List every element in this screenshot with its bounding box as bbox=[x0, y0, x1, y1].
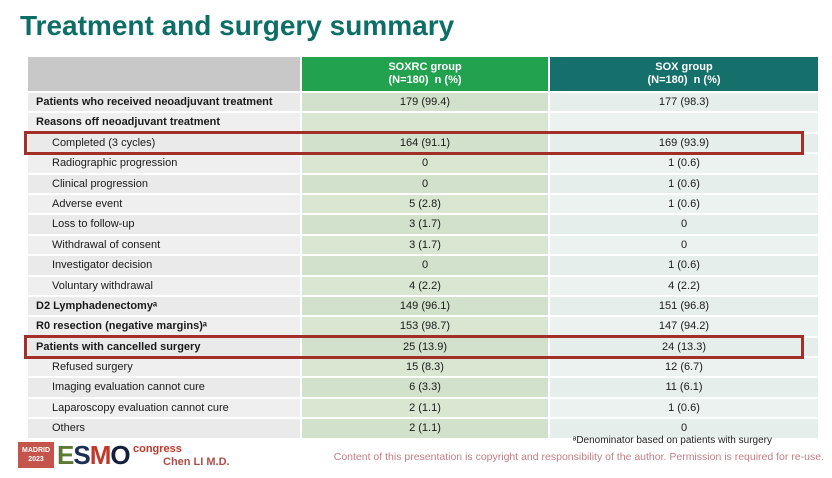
sox-group-subtitle: (N=180) n (%) bbox=[647, 74, 721, 86]
sox-value: 0 bbox=[550, 235, 818, 255]
table-row: Withdrawal of consent 3 (1.7) 0 bbox=[28, 235, 818, 255]
congress-label: congress bbox=[133, 443, 182, 455]
summary-table: SOXRC group (N=180) n (%) SOX group (N=1… bbox=[24, 57, 818, 440]
row-label: Refused surgery bbox=[28, 358, 300, 377]
header-sox-group: SOX group (N=180) n (%) bbox=[550, 57, 818, 91]
row-label: D2 Lymphadenectomyᵃ bbox=[28, 296, 300, 316]
row-label: Withdrawal of consent bbox=[28, 235, 300, 255]
soxrc-value: 164 (91.1) bbox=[302, 133, 548, 153]
row-label: Clinical progression bbox=[28, 174, 300, 193]
soxrc-group-subtitle: (N=180) n (%) bbox=[388, 74, 462, 86]
row-label: Voluntary withdrawal bbox=[28, 276, 300, 295]
sox-value: 151 (96.8) bbox=[550, 296, 818, 316]
row-label: Reasons off neoadjuvant treatment bbox=[28, 113, 300, 132]
soxrc-value: 0 bbox=[302, 174, 548, 193]
row-label: Investigator decision bbox=[28, 256, 300, 275]
soxrc-value: 0 bbox=[302, 154, 548, 173]
esmo-letter-s: S bbox=[73, 440, 90, 470]
row-label: Others bbox=[28, 419, 300, 438]
esmo-letter-o: O bbox=[110, 440, 130, 470]
table-row: Clinical progression 0 1 (0.6) bbox=[28, 174, 818, 193]
sox-group-title: SOX group bbox=[655, 61, 713, 73]
table-header-row: SOXRC group (N=180) n (%) SOX group (N=1… bbox=[28, 57, 818, 91]
header-empty-cell bbox=[28, 57, 300, 91]
soxrc-value bbox=[302, 113, 548, 132]
sox-value: 1 (0.6) bbox=[550, 256, 818, 275]
author-name: Chen LI M.D. bbox=[163, 456, 230, 468]
soxrc-value: 0 bbox=[302, 256, 548, 275]
soxrc-value: 2 (1.1) bbox=[302, 419, 548, 438]
row-label: Loss to follow-up bbox=[28, 215, 300, 234]
sox-value: 24 (13.3) bbox=[550, 337, 818, 357]
table-row: Loss to follow-up 3 (1.7) 0 bbox=[28, 215, 818, 234]
table-row: Adverse event 5 (2.8) 1 (0.6) bbox=[28, 194, 818, 214]
table-row: Investigator decision 0 1 (0.6) bbox=[28, 256, 818, 275]
row-label: Radiographic progression bbox=[28, 154, 300, 173]
esmo-congress-logo: MADRID 2023 ESMO congress bbox=[18, 440, 182, 470]
esmo-wordmark: ESMO congress bbox=[57, 440, 182, 470]
soxrc-value: 15 (8.3) bbox=[302, 358, 548, 377]
sox-value: 0 bbox=[550, 215, 818, 234]
table-row: Patients who received neoadjuvant treatm… bbox=[28, 93, 818, 112]
soxrc-value: 6 (3.3) bbox=[302, 378, 548, 397]
esmo-letter-m: M bbox=[89, 440, 112, 470]
soxrc-value: 3 (1.7) bbox=[302, 215, 548, 234]
sox-value: 4 (2.2) bbox=[550, 276, 818, 295]
sox-value: 12 (6.7) bbox=[550, 358, 818, 377]
sox-value: 169 (93.9) bbox=[550, 133, 818, 153]
soxrc-group-title: SOXRC group bbox=[388, 61, 462, 73]
table-row: R0 resection (negative margins)ᵃ 153 (98.… bbox=[28, 317, 818, 336]
esmo-letter-e: E bbox=[57, 440, 74, 470]
sox-value: 1 (0.6) bbox=[550, 398, 818, 418]
sox-value: 1 (0.6) bbox=[550, 154, 818, 173]
sox-value: 0 bbox=[550, 419, 818, 438]
soxrc-value: 2 (1.1) bbox=[302, 398, 548, 418]
page-title: Treatment and surgery summary bbox=[20, 10, 455, 41]
table-row: Completed (3 cycles) 164 (91.1) 169 (93.9) bbox=[28, 133, 818, 153]
soxrc-value: 179 (99.4) bbox=[302, 93, 548, 112]
table-row: Others 2 (1.1) 0 bbox=[28, 419, 818, 438]
soxrc-value: 149 (96.1) bbox=[302, 296, 548, 316]
soxrc-value: 153 (98.7) bbox=[302, 317, 548, 336]
table-row: Patients with cancelled surgery 25 (13.9)… bbox=[28, 337, 818, 357]
denominator-footnote: ᵃDenominator based on patients with surg… bbox=[572, 435, 772, 446]
sox-value: 1 (0.6) bbox=[550, 174, 818, 193]
table-body: Patients who received neoadjuvant treatm… bbox=[28, 93, 818, 438]
table-row: Refused surgery 15 (8.3) 12 (6.7) bbox=[28, 358, 818, 377]
soxrc-value: 5 (2.8) bbox=[302, 194, 548, 214]
row-label: Patients with cancelled surgery bbox=[28, 337, 300, 357]
row-label: Patients who received neoadjuvant treatm… bbox=[28, 93, 300, 112]
soxrc-value: 4 (2.2) bbox=[302, 276, 548, 295]
row-label: Adverse event bbox=[28, 194, 300, 214]
table-row: D2 Lymphadenectomyᵃ 149 (96.1) 151 (96.8) bbox=[28, 296, 818, 316]
row-label: Laparoscopy evaluation cannot cure bbox=[28, 398, 300, 418]
table-row: Imaging evaluation cannot cure 6 (3.3) 11 … bbox=[28, 378, 818, 397]
row-label: R0 resection (negative margins)ᵃ bbox=[28, 317, 300, 336]
sox-value: 177 (98.3) bbox=[550, 93, 818, 112]
badge-city: MADRID bbox=[22, 447, 50, 454]
table-row: Laparoscopy evaluation cannot cure 2 (1.1… bbox=[28, 398, 818, 418]
sox-value: 147 (94.2) bbox=[550, 317, 818, 336]
sox-value bbox=[550, 113, 818, 132]
table-row: Voluntary withdrawal 4 (2.2) 4 (2.2) bbox=[28, 276, 818, 295]
row-label: Imaging evaluation cannot cure bbox=[28, 378, 300, 397]
copyright-notice: Content of this presentation is copyrigh… bbox=[333, 451, 824, 463]
table-row: Radiographic progression 0 1 (0.6) bbox=[28, 154, 818, 173]
madrid-2023-badge: MADRID 2023 bbox=[18, 442, 54, 468]
badge-year: 2023 bbox=[28, 456, 44, 463]
soxrc-value: 3 (1.7) bbox=[302, 235, 548, 255]
sox-value: 11 (6.1) bbox=[550, 378, 818, 397]
table-row: Reasons off neoadjuvant treatment bbox=[28, 113, 818, 132]
sox-value: 1 (0.6) bbox=[550, 194, 818, 214]
row-label: Completed (3 cycles) bbox=[28, 133, 300, 153]
header-soxrc-group: SOXRC group (N=180) n (%) bbox=[302, 57, 548, 91]
soxrc-value: 25 (13.9) bbox=[302, 337, 548, 357]
